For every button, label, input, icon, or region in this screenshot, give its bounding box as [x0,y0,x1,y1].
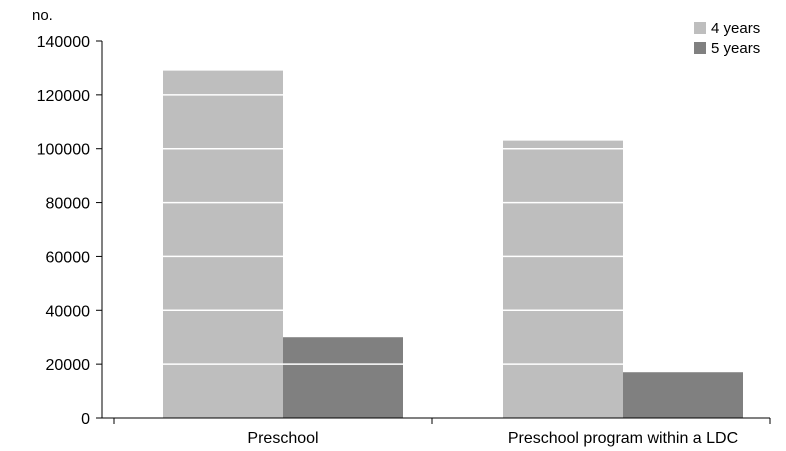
bar-five-years-preschool [283,337,403,418]
axes-layer [96,40,771,424]
y-tick-label: 60000 [46,249,91,266]
legend-label-five-years: 5 years [711,40,760,57]
legend: 4 years 5 years [694,20,760,57]
y-tick-label: 80000 [46,196,91,213]
x-category-label: Preschool [247,430,318,447]
bar-four-years-preschool [163,70,283,418]
y-tick-label: 100000 [37,142,90,159]
legend-label-four-years: 4 years [711,20,760,37]
bar-four-years-preschool-program-ldc [503,140,623,418]
y-axis-unit-label: no. [32,7,53,24]
legend-swatch-four-years [694,22,706,34]
y-tick-label: 0 [81,411,90,428]
y-tick-labels: 0 20000 40000 60000 80000 100000 120000 140000 [37,34,90,428]
bars-layer [163,70,743,418]
gridlines-layer [103,40,770,365]
legend-swatch-five-years [694,42,706,54]
y-tick-label: 140000 [37,34,90,51]
x-category-labels: Preschool Preschool program within a LDC [247,430,738,447]
y-tick-label: 40000 [46,303,91,320]
y-tick-label: 120000 [37,88,90,105]
x-category-label: Preschool program within a LDC [508,430,738,447]
bar-five-years-preschool-program-ldc [623,372,743,418]
y-tick-label: 20000 [46,357,91,374]
